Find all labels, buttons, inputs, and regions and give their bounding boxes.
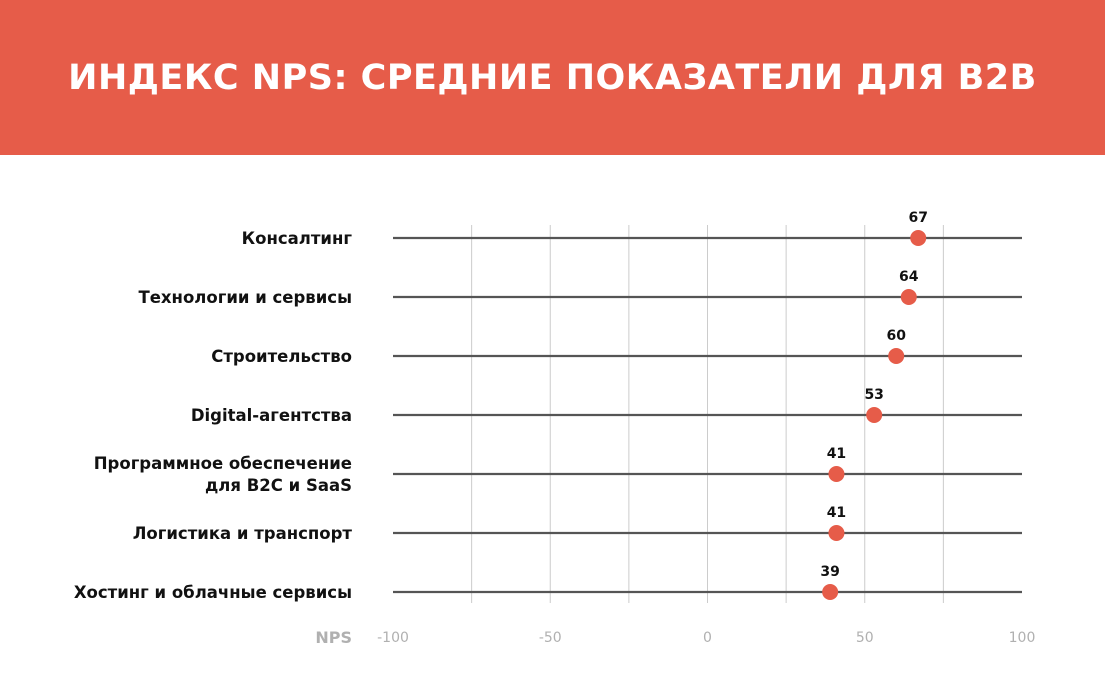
data-point xyxy=(910,230,927,246)
x-tick-label: 50 xyxy=(856,630,874,646)
data-point xyxy=(828,466,845,482)
data-point xyxy=(900,289,917,305)
category-label-line: для B2C и SaaS xyxy=(205,476,352,495)
category-label: Консалтинг xyxy=(242,229,353,248)
x-tick-label: 0 xyxy=(703,630,712,646)
category-label-line: Консалтинг xyxy=(242,229,353,248)
data-point xyxy=(866,407,883,423)
category-label: Digital-агентства xyxy=(191,406,352,425)
header-banner: ИНДЕКС NPS: СРЕДНИЕ ПОКАЗАТЕЛИ ДЛЯ B2B xyxy=(0,0,1105,155)
x-axis-label: NPS xyxy=(315,628,352,647)
data-label: 41 xyxy=(827,505,846,521)
data-label: 53 xyxy=(864,387,883,403)
category-label: Строительство xyxy=(211,347,352,366)
category-label: Технологии и сервисы xyxy=(138,288,352,307)
data-label: 67 xyxy=(908,210,927,226)
category-label-line: Digital-агентства xyxy=(191,406,352,425)
x-tick-label: -50 xyxy=(539,630,562,646)
category-label: Хостинг и облачные сервисы xyxy=(74,583,352,602)
category-label-line: Программное обеспечение xyxy=(94,454,352,473)
category-label: Программное обеспечение для B2C и SaaS xyxy=(94,454,352,495)
nps-dot-chart: Консалтинг 67 Технологии и сервисы 64 Строит… xyxy=(74,210,1036,647)
data-label: 60 xyxy=(886,328,906,344)
data-label: 64 xyxy=(899,269,919,285)
category-label-line: Технологии и сервисы xyxy=(138,288,352,307)
data-point xyxy=(828,525,845,541)
category-label-line: Хостинг и облачные сервисы xyxy=(74,583,352,602)
data-point xyxy=(822,584,839,600)
category-label: Логистика и транспорт xyxy=(133,524,353,543)
data-label: 41 xyxy=(827,446,846,462)
x-tick-label: 100 xyxy=(1009,630,1036,646)
x-tick-label: -100 xyxy=(377,630,409,646)
chart-title: ИНДЕКС NPS: СРЕДНИЕ ПОКАЗАТЕЛИ ДЛЯ B2B xyxy=(68,57,1037,98)
data-point xyxy=(888,348,905,364)
category-label-line: Логистика и транспорт xyxy=(133,524,353,543)
category-label-line: Строительство xyxy=(211,347,352,366)
data-label: 39 xyxy=(820,564,839,580)
